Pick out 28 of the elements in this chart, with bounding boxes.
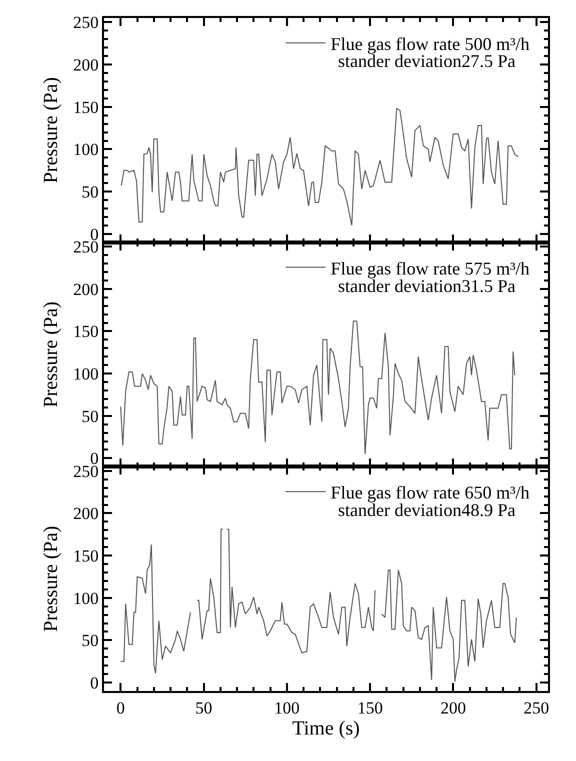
line-series bbox=[120, 108, 519, 226]
y-tick-label: 100 bbox=[73, 140, 99, 160]
legend-label: Flue gas flow rate 650 m³/h bbox=[330, 482, 530, 503]
y-tick-label: 200 bbox=[73, 280, 99, 299]
y-axis-title: Pressure (Pa) bbox=[40, 526, 62, 632]
y-tick-label: 200 bbox=[73, 504, 99, 524]
x-tick-label: 150 bbox=[357, 698, 383, 718]
y-tick-label: 250 bbox=[73, 13, 99, 32]
y-tick-label: 50 bbox=[82, 631, 99, 650]
y-tick-label: 100 bbox=[73, 364, 99, 384]
y-tick-label: 150 bbox=[73, 98, 99, 117]
line-series bbox=[120, 320, 516, 454]
y-tick-label: 50 bbox=[82, 182, 99, 202]
x-tick-label: 50 bbox=[195, 698, 212, 718]
y-tick-label: 0 bbox=[90, 673, 99, 692]
y-axis-title: Pressure (Pa) bbox=[40, 77, 62, 184]
x-axis-title: Time (s) bbox=[292, 717, 360, 740]
y-tick-label: 50 bbox=[82, 406, 99, 426]
y-tick-label: 200 bbox=[73, 56, 99, 75]
y-tick-label: 150 bbox=[73, 546, 99, 566]
x-tick-label: 250 bbox=[524, 698, 550, 718]
x-tick-label: 100 bbox=[274, 698, 300, 718]
legend-label: Flue gas flow rate 575 m³/h bbox=[330, 258, 530, 278]
y-tick-label: 100 bbox=[73, 588, 99, 608]
x-tick-label: 0 bbox=[116, 698, 125, 718]
x-tick-label: 200 bbox=[440, 698, 466, 718]
y-axis-title: Pressure (Pa) bbox=[40, 301, 62, 408]
y-tick-label: 150 bbox=[73, 322, 99, 342]
